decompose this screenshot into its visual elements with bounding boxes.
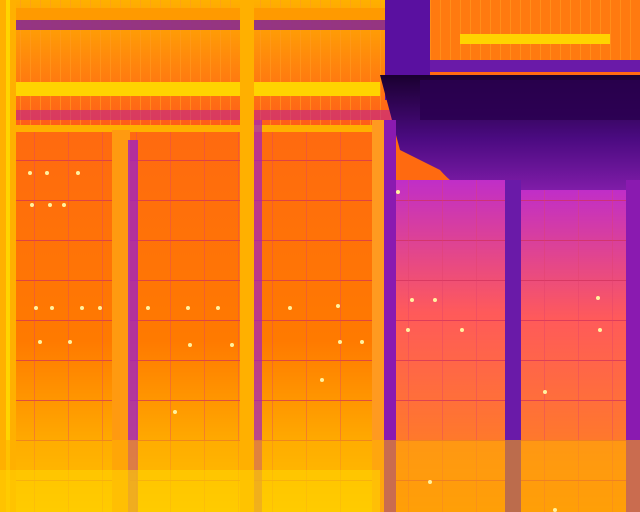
upper-right-block <box>385 0 640 100</box>
upper-facade <box>0 0 430 133</box>
cold-shadow <box>380 75 640 201</box>
hot-spots <box>28 171 602 512</box>
bottom-band <box>0 440 640 512</box>
